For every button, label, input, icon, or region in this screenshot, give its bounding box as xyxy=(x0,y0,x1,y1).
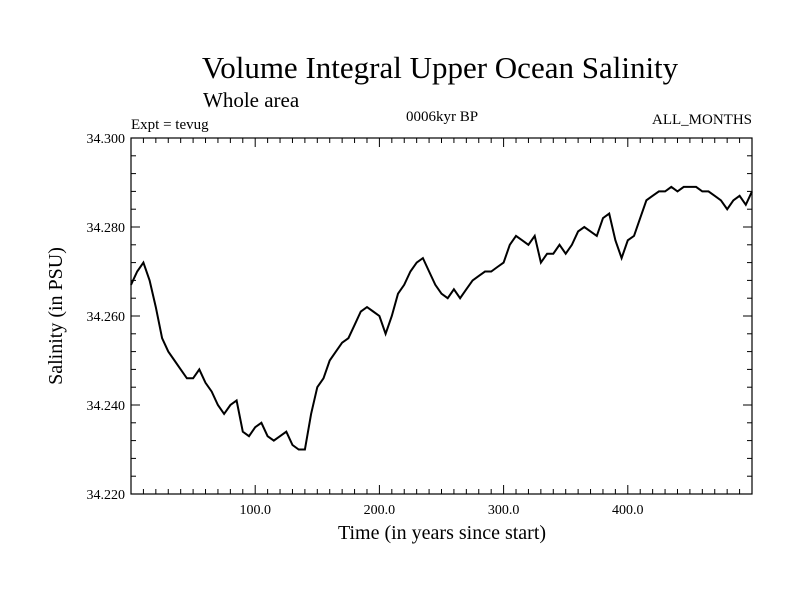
y-tick-label: 34.240 xyxy=(87,399,126,414)
y-tick-label: 34.300 xyxy=(87,132,126,147)
period-label: 0006kyr BP xyxy=(406,109,478,125)
chart-title: Volume Integral Upper Ocean Salinity xyxy=(202,50,679,85)
y-tick-label: 34.220 xyxy=(87,488,126,503)
months-label: ALL_MONTHS xyxy=(652,112,752,128)
x-tick-label: 300.0 xyxy=(488,503,520,518)
x-tick-label: 100.0 xyxy=(239,503,271,518)
x-axis-label: Time (in years since start) xyxy=(338,522,546,544)
y-tick-label: 34.280 xyxy=(87,221,126,236)
x-axis-tick-labels: 100.0 200.0 300.0 400.0 xyxy=(239,503,643,518)
x-tick-label: 400.0 xyxy=(612,503,644,518)
y-axis-label: Salinity (in PSU) xyxy=(45,247,67,385)
y-axis-ticks xyxy=(131,137,752,495)
x-axis-ticks xyxy=(142,138,741,494)
y-tick-label: 34.260 xyxy=(87,310,126,325)
x-tick-label: 200.0 xyxy=(364,503,396,518)
y-axis-tick-labels: 34.220 34.240 34.260 34.280 34.300 xyxy=(87,132,126,503)
chart-subtitle: Whole area xyxy=(203,88,300,112)
salinity-series-line xyxy=(130,185,753,451)
experiment-label: Expt = tevug xyxy=(131,117,209,133)
